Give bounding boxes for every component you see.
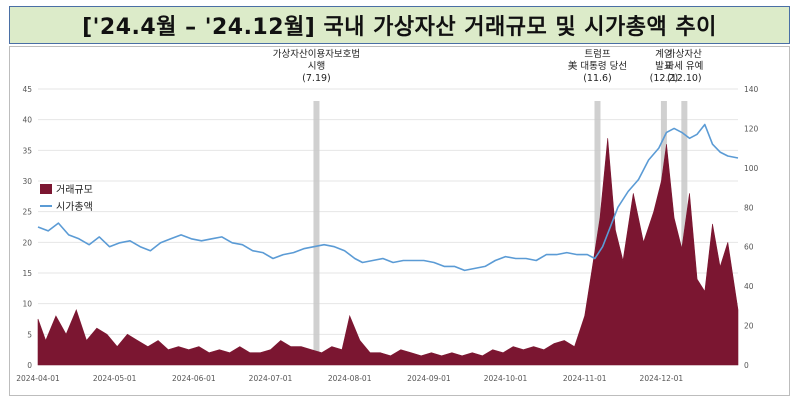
x-axis-tick-label: 2024-08-01 xyxy=(328,374,372,383)
left-axis-tick-label: 25 xyxy=(22,208,32,217)
event-label: (12.2) xyxy=(650,73,679,84)
line-series xyxy=(37,123,739,272)
title-banner: ['24.4월 – '24.12월] 국내 가상자산 거래규모 및 시가총액 추… xyxy=(9,6,790,44)
x-axis-tick-label: 2024-09-01 xyxy=(407,374,451,383)
event-band xyxy=(313,101,320,365)
legend-label-line: 시가총액 xyxy=(56,201,93,213)
left-axis-tick-label: 30 xyxy=(22,177,32,186)
left-axis-tick-label: 15 xyxy=(22,269,32,278)
event-label: 美 대통령 당선 xyxy=(568,60,627,72)
right-axis-tick-label: 140 xyxy=(744,85,759,94)
event-label: 트럼프 xyxy=(584,48,610,60)
right-axis-tick-label: 100 xyxy=(744,164,759,173)
x-axis-tick-label: 2024-12-01 xyxy=(640,374,684,383)
event-label: 발표 xyxy=(655,61,673,72)
right-axis-tick-label: 80 xyxy=(744,203,754,212)
left-axis-tick-label: 40 xyxy=(22,116,32,125)
chart-canvas: 0 5 10 15 20 25 30 35 40 45 0 20 40 60 80 100 120 140 2024… xyxy=(16,48,759,383)
left-axis-tick-label: 0 xyxy=(27,361,32,370)
legend-swatch-bar xyxy=(40,184,52,194)
event-label: (7.19) xyxy=(302,73,331,84)
x-axis-tick-label: 2024-10-01 xyxy=(484,374,528,383)
left-axis-tick-label: 5 xyxy=(27,330,32,339)
event-label: 가상자산이용자보호법 xyxy=(273,49,360,60)
left-axis-tick-label: 20 xyxy=(22,238,32,247)
x-axis-tick-label: 2024-05-01 xyxy=(93,374,137,383)
event-label: (11.6) xyxy=(583,73,612,84)
right-axis-tick-label: 0 xyxy=(744,361,749,370)
right-axis-tick-label: 120 xyxy=(744,124,759,133)
x-axis-tick-label: 2024-04-01 xyxy=(16,374,60,383)
right-axis-tick-label: 60 xyxy=(744,243,754,252)
bar-series-area xyxy=(37,138,739,366)
x-axis-tick-label: 2024-06-01 xyxy=(172,374,216,383)
event-label: (12.10) xyxy=(667,73,702,84)
event-label: 계엄 xyxy=(655,48,672,60)
right-axis-tick-label: 20 xyxy=(744,322,754,331)
chart-frame: 0 5 10 15 20 25 30 35 40 45 0 20 40 60 80 100 120 140 2024… xyxy=(9,46,790,396)
event-label: 가상자산 xyxy=(667,49,702,60)
chart-title: ['24.4월 – '24.12월] 국내 가상자산 거래규모 및 시가총액 추… xyxy=(82,15,717,40)
legend-label-bar: 거래규모 xyxy=(56,184,93,196)
event-label: 과세 유예 xyxy=(665,61,703,72)
event-label: 시행 xyxy=(308,60,325,72)
left-axis-tick-label: 45 xyxy=(22,85,32,94)
right-axis-tick-label: 40 xyxy=(744,282,754,291)
left-axis-tick-label: 35 xyxy=(22,146,32,155)
x-axis-tick-label: 2024-07-01 xyxy=(249,374,293,383)
x-axis-tick-label: 2024-11-01 xyxy=(563,374,607,383)
left-axis-tick-label: 10 xyxy=(22,300,32,309)
